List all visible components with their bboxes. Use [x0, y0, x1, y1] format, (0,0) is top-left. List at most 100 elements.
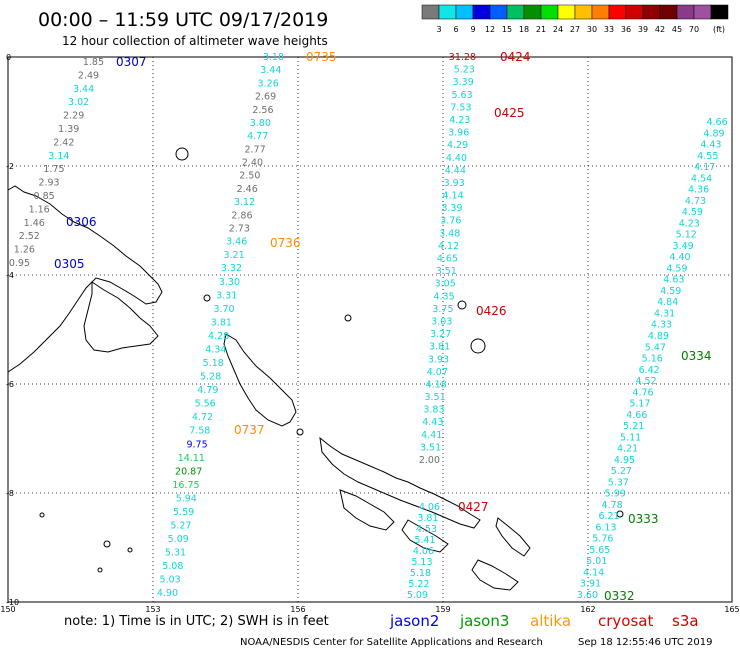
coastline	[7, 147, 624, 591]
swh-value: 2.42	[53, 137, 74, 148]
swh-value: 16.75	[172, 480, 199, 491]
solomon-coast-1	[319, 436, 481, 529]
footer-timestamp: Sep 18 12:55:46 UTC 2019	[578, 637, 712, 648]
swh-value: 3.93	[428, 354, 449, 365]
x-tick-label: 156	[290, 605, 305, 614]
island	[97, 567, 103, 573]
pass-time-label: 0735	[306, 50, 337, 64]
swh-value: 4.66	[626, 410, 647, 421]
swh-value: 5.22	[408, 579, 429, 590]
swh-value: 5.56	[195, 399, 216, 410]
swh-value: 3.05	[435, 279, 456, 290]
swh-value: 5.16	[642, 354, 663, 365]
swh-value: 4.23	[449, 115, 470, 126]
pass-time-label: 0334	[681, 349, 712, 363]
swh-value: 3.32	[221, 263, 242, 274]
swh-value: 5.17	[629, 399, 650, 410]
pass-time-label: 0736	[270, 236, 301, 250]
colorbar-swatch	[676, 4, 695, 20]
swh-value: 3.60	[577, 590, 598, 601]
pass-time-label: 0333	[628, 512, 659, 526]
swh-value: 3.80	[250, 118, 271, 129]
swh-value: 3.12	[234, 197, 255, 208]
swh-value: 0.95	[9, 258, 30, 269]
swh-value: 6.42	[639, 365, 660, 376]
colorbar-swatch	[489, 4, 508, 20]
swh-value: 2.40	[242, 158, 263, 169]
swh-value: 4.28	[208, 331, 229, 342]
swh-value: 3.83	[423, 405, 444, 416]
swh-value: 4.06	[419, 502, 440, 513]
swh-value: 4.59	[666, 263, 687, 274]
footer-note: note: 1) Time is in UTC; 2) SWH is in fe…	[64, 614, 329, 629]
swh-value: 1.39	[58, 124, 79, 135]
swh-value: 4.53	[416, 524, 437, 535]
swh-value: 2.50	[239, 171, 260, 182]
swh-value: 4.76	[632, 387, 653, 398]
island	[203, 294, 211, 302]
colorbar-label: 45	[672, 25, 682, 34]
colorbar-swatch	[693, 4, 712, 20]
island	[470, 338, 486, 354]
colorbar-swatch	[625, 4, 644, 20]
swh-value: 3.03	[431, 316, 452, 327]
swh-value: 3.81	[211, 318, 232, 329]
swh-value: 3.46	[226, 237, 247, 248]
swh-value: 1.85	[83, 57, 104, 68]
swh-value: 14.11	[178, 453, 205, 464]
colorbar-swatch	[642, 4, 661, 20]
swh-value: 4.77	[247, 131, 268, 142]
y-tick-label: -10	[6, 598, 19, 607]
swh-value: 4.73	[685, 196, 706, 207]
swh-value: 2.56	[252, 105, 273, 116]
pass-time-label: 0305	[54, 257, 85, 271]
swh-value: 4.21	[617, 444, 638, 455]
pass-time-label: 0306	[66, 215, 97, 229]
colorbar-swatch	[455, 4, 474, 20]
swh-value: 3.81	[429, 342, 450, 353]
island	[175, 147, 189, 161]
swh-value: 2.93	[38, 178, 59, 189]
colorbar-swatch	[540, 4, 559, 20]
swh-value: 1.75	[43, 164, 64, 175]
swh-value: 2.29	[63, 111, 84, 122]
colorbar-swatch	[523, 4, 542, 20]
colorbar-label: 21	[536, 25, 546, 34]
swh-value: 4.89	[648, 331, 669, 342]
colorbar-swatch	[438, 4, 457, 20]
colorbar-swatch	[574, 4, 593, 20]
swh-value: 3.44	[73, 84, 94, 95]
swh-value: 5.65	[589, 545, 610, 556]
swh-value: 2.52	[19, 231, 40, 242]
swh-value: 5.59	[173, 507, 194, 518]
swh-value: 2.00	[419, 455, 440, 466]
swh-value: 4.14	[442, 191, 463, 202]
colorbar-swatch	[591, 4, 610, 20]
axis-ticks: 150 153 156 159 162 165 0 -2 -4 -6 -8 -10	[0, 53, 739, 614]
satellite-passes: 1.85 2.49 3.44 3.02 2.29 1.39 2.42 3.14 1.75 2.93…	[9, 50, 728, 603]
swh-value: 5.27	[611, 466, 632, 477]
island	[127, 547, 133, 553]
swh-value: 5.47	[645, 342, 666, 353]
swh-value: 3.75	[432, 304, 453, 315]
swh-value: 4.40	[669, 252, 690, 263]
swh-value: 3.31	[216, 291, 237, 302]
swh-value: 5.27	[170, 520, 191, 531]
island	[39, 512, 45, 518]
swh-value: 1.26	[14, 245, 35, 256]
swh-value: 4.79	[197, 385, 218, 396]
swh-value: 5.12	[676, 230, 697, 241]
swh-value: 3.18	[263, 52, 284, 63]
satellite-legend-item: cryosat	[598, 612, 653, 630]
colorbar-label: 39	[638, 25, 648, 34]
solomon-coast-2	[339, 489, 395, 531]
swh-value: 5.08	[162, 561, 183, 572]
swh-value: 5.94	[176, 493, 197, 504]
satellite-legend-item: jason2	[389, 612, 439, 630]
colorbar-label: 15	[502, 25, 512, 34]
swh-value: 3.39	[453, 77, 474, 88]
map-subtitle: 12 hour collection of altimeter wave hei…	[62, 34, 328, 48]
bougainville-coast	[223, 333, 297, 427]
solomon-coast-4	[471, 559, 519, 591]
